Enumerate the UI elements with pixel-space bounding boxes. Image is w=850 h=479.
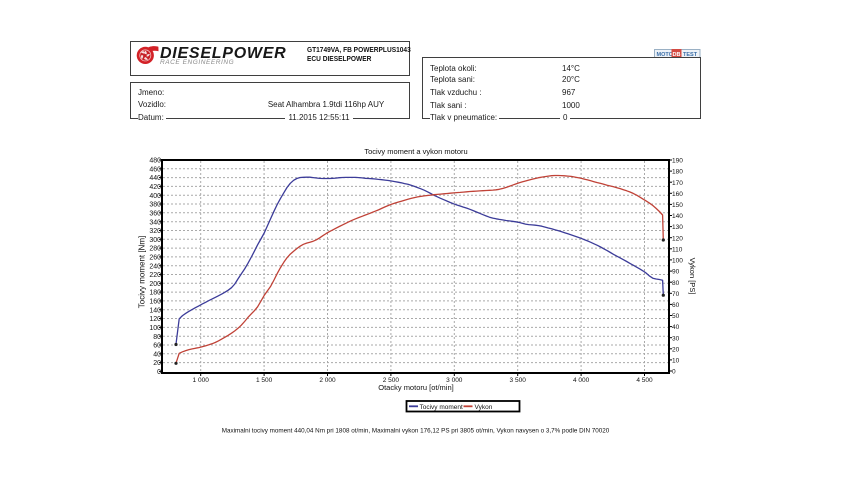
- svg-text:440: 440: [149, 175, 161, 182]
- svg-text:170: 170: [672, 180, 683, 187]
- svg-text:260: 260: [149, 255, 161, 262]
- svg-text:2 000: 2 000: [319, 377, 336, 384]
- svg-text:Vykon: Vykon: [475, 404, 493, 411]
- svg-text:10: 10: [672, 358, 680, 365]
- svg-text:80: 80: [672, 280, 680, 287]
- svg-text:MOTO: MOTO: [657, 52, 674, 58]
- svg-text:40: 40: [672, 324, 680, 331]
- svg-text:160: 160: [672, 191, 683, 198]
- svg-text:90: 90: [672, 269, 680, 276]
- svg-text:180: 180: [149, 290, 161, 297]
- svg-text:60: 60: [672, 302, 680, 309]
- svg-text:360: 360: [149, 210, 161, 217]
- svg-text:300: 300: [149, 237, 161, 244]
- svg-text:420: 420: [149, 184, 161, 191]
- svg-text:3 500: 3 500: [510, 377, 527, 384]
- svg-text:150: 150: [672, 202, 683, 209]
- svg-text:190: 190: [672, 158, 683, 165]
- svg-text:TEST: TEST: [683, 52, 698, 58]
- svg-text:4 500: 4 500: [636, 377, 653, 384]
- svg-text:4 000: 4 000: [573, 377, 590, 384]
- svg-text:1 500: 1 500: [256, 377, 273, 384]
- svg-text:140: 140: [149, 307, 161, 314]
- svg-text:0: 0: [672, 369, 676, 376]
- svg-text:Otacky motoru [ot/min]: Otacky motoru [ot/min]: [378, 383, 453, 392]
- svg-text:480: 480: [149, 158, 161, 165]
- svg-text:20: 20: [153, 360, 161, 367]
- svg-text:240: 240: [149, 263, 161, 270]
- svg-text:1 000: 1 000: [193, 377, 210, 384]
- svg-text:120: 120: [672, 235, 683, 242]
- svg-text:2 500: 2 500: [383, 377, 400, 384]
- svg-text:70: 70: [672, 291, 680, 298]
- svg-text:Tocivy moment a vykon motoru: Tocivy moment a vykon motoru: [364, 147, 467, 156]
- svg-text:50: 50: [672, 313, 680, 320]
- svg-text:200: 200: [149, 281, 161, 288]
- svg-text:400: 400: [149, 193, 161, 200]
- svg-text:20: 20: [672, 346, 680, 353]
- svg-text:130: 130: [672, 224, 683, 231]
- svg-text:320: 320: [149, 228, 161, 235]
- svg-text:380: 380: [149, 202, 161, 209]
- svg-text:340: 340: [149, 219, 161, 226]
- svg-text:460: 460: [149, 166, 161, 173]
- svg-text:Tocivy moment: Tocivy moment: [420, 404, 464, 411]
- svg-text:0: 0: [157, 369, 161, 376]
- svg-text:280: 280: [149, 246, 161, 253]
- svg-text:DB: DB: [673, 52, 681, 58]
- svg-text:3 000: 3 000: [446, 377, 463, 384]
- svg-text:Vykon [PS]: Vykon [PS]: [688, 258, 697, 295]
- svg-text:Maximalni tocivy moment 440,04: Maximalni tocivy moment 440,04 Nm pri 18…: [222, 428, 610, 435]
- svg-text:80: 80: [153, 334, 161, 341]
- svg-text:100: 100: [672, 258, 683, 265]
- svg-text:110: 110: [672, 246, 683, 253]
- svg-text:180: 180: [672, 169, 683, 176]
- svg-text:140: 140: [672, 213, 683, 220]
- svg-text:60: 60: [153, 343, 161, 350]
- svg-text:100: 100: [149, 325, 161, 332]
- svg-text:Tocivy moment [Nm]: Tocivy moment [Nm]: [138, 236, 147, 308]
- svg-text:120: 120: [149, 316, 161, 323]
- svg-text:30: 30: [672, 335, 680, 342]
- svg-text:40: 40: [153, 351, 161, 358]
- svg-text:220: 220: [149, 272, 161, 279]
- svg-text:160: 160: [149, 299, 161, 306]
